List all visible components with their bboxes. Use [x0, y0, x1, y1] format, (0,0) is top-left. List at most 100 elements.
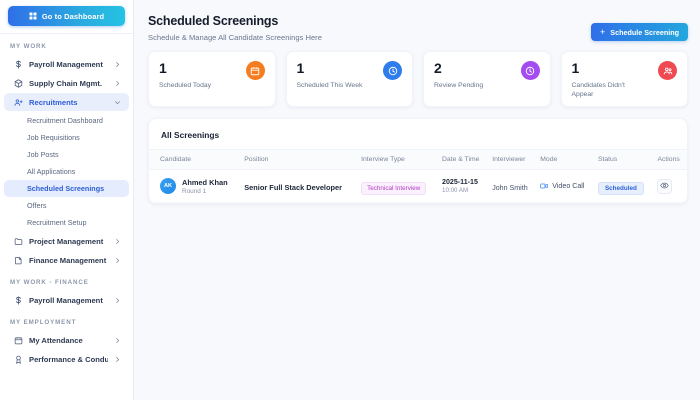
cell-mode: Video Call [536, 169, 594, 203]
screenings-table: Candidate Position Interview Type Date &… [149, 149, 687, 203]
sidebar-subitem-job-posts[interactable]: Job Posts [27, 150, 59, 159]
chevron-right-icon [116, 80, 120, 86]
page-title: Scheduled Screenings [148, 14, 279, 28]
chevron-right-icon [116, 61, 120, 67]
sidebar-section-my-employment-title: MY EMPLOYMENT [10, 319, 77, 326]
sidebar-item-performance-and-conduct[interactable]: Performance & Conduct [4, 350, 129, 368]
stat-card-candidates-didnt-appear: 1 Candidates Didn't Appear [560, 51, 688, 107]
clock-icon [520, 61, 540, 80]
stat-card-scheduled-this-week: 1 Scheduled This Week [285, 51, 413, 107]
sidebar-subitem-scheduled-screenings[interactable]: Scheduled Screenings [4, 180, 129, 197]
stat-label: Candidates Didn't Appear [571, 82, 625, 99]
schedule-screening-label: Schedule Screening [610, 27, 679, 37]
package-icon [14, 78, 23, 88]
dollar-icon [14, 59, 23, 69]
cell-interviewer: John Smith [488, 169, 537, 203]
sidebar-item-label: Finance Management [29, 255, 107, 265]
sidebar-item-payroll-management-finance[interactable]: Payroll Management [4, 291, 129, 309]
avatar: AK [160, 178, 176, 194]
interview-type-badge: Technical Interview [361, 182, 427, 195]
candidate-name: Ahmed Khan [182, 177, 228, 187]
chevron-right-icon [116, 356, 120, 362]
sidebar-item-label: Project Management [29, 236, 104, 246]
cell-status: Scheduled [593, 169, 654, 203]
award-icon [14, 355, 23, 364]
table-header-row: Candidate Position Interview Type Date &… [149, 149, 687, 170]
stat-value: 1 [159, 60, 167, 76]
stat-label: Scheduled This Week [296, 82, 363, 89]
stat-label: Scheduled Today [159, 82, 212, 89]
screening-date: 2025-11-15 [442, 178, 478, 186]
sidebar-item-label: Payroll Management [29, 295, 103, 305]
chevron-right-icon [116, 238, 120, 244]
chevron-right-icon [116, 297, 120, 303]
stat-card-review-pending: 2 Review Pending [423, 51, 551, 107]
sidebar-subitem-offers[interactable]: Offers [27, 201, 47, 210]
sidebar: Go to Dashboard MY WORK Payroll Manageme… [0, 0, 134, 400]
chevron-down-icon [115, 100, 120, 104]
sidebar-item-finance-management[interactable]: Finance Management [4, 251, 129, 269]
users-icon [658, 61, 677, 80]
sidebar-item-project-management[interactable]: Project Management [4, 232, 129, 250]
sidebar-item-supply-chain-mgmt[interactable]: Supply Chain Mgmt. [4, 74, 129, 92]
sidebar-subitem-all-applications[interactable]: All Applications [27, 167, 76, 176]
stats-cards: 1 Scheduled Today 1 Scheduled This Week [134, 42, 700, 107]
user-plus-icon [14, 98, 23, 107]
stat-value: 2 [434, 60, 442, 76]
sidebar-subitem-recruitment-dashboard[interactable]: Recruitment Dashboard [27, 116, 103, 125]
schedule-screening-button[interactable]: + Schedule Screening [591, 23, 688, 41]
column-header-interview-type: Interview Type [357, 149, 439, 170]
cell-position: Senior Full Stack Developer [240, 169, 358, 203]
sidebar-item-label: Performance & Conduct [29, 354, 108, 364]
table-row[interactable]: AK Ahmed Khan Round 1 Senior Full Stack … [149, 169, 687, 203]
sidebar-subitem-recruitment-setup[interactable]: Recruitment Setup [27, 218, 87, 227]
calendar-icon [14, 336, 23, 345]
mode-label: Video Call [552, 182, 585, 190]
column-header-date-time: Date & Time [438, 149, 489, 170]
cell-candidate: AK Ahmed Khan Round 1 [149, 169, 241, 203]
sidebar-subitem-job-requisitions[interactable]: Job Requisitions [27, 133, 80, 142]
eye-icon [660, 177, 670, 195]
all-screenings-panel: All Screenings Candidate Position Interv… [148, 118, 688, 204]
go-to-dashboard-button[interactable]: Go to Dashboard [8, 6, 125, 26]
column-header-interviewer: Interviewer [488, 149, 537, 170]
page-header-text: Scheduled Screenings Schedule & Manage A… [148, 14, 591, 42]
candidate-round: Round 1 [182, 187, 207, 195]
column-header-status: Status [593, 149, 654, 170]
main-content: Scheduled Screenings Schedule & Manage A… [134, 0, 700, 400]
go-to-dashboard-label: Go to Dashboard [41, 11, 105, 21]
column-header-candidate: Candidate [149, 149, 241, 170]
sidebar-divider [0, 33, 133, 34]
position-text: Senior Full Stack Developer [244, 183, 343, 192]
sidebar-section-my-work-finance-title: MY WORK - FINANCE [10, 279, 89, 286]
column-header-actions: Actions [653, 149, 687, 170]
cell-date-time: 2025-11-15 10:00 AM [438, 169, 489, 203]
dollar-icon [14, 295, 23, 305]
chevron-right-icon [116, 257, 120, 263]
status-badge: Scheduled [597, 182, 644, 195]
screening-time: 10:00 AM [442, 187, 469, 194]
view-screening-button[interactable] [657, 177, 673, 195]
stat-value: 1 [296, 60, 305, 76]
clock-icon [383, 61, 402, 80]
calendar-icon [245, 61, 265, 80]
sidebar-item-label: My Attendance [29, 335, 83, 345]
sidebar-item-label: Supply Chain Mgmt. [29, 78, 102, 88]
sidebar-section-my-work-title: MY WORK [10, 43, 47, 50]
cell-interview-type: Technical Interview [357, 169, 439, 203]
stat-value: 1 [571, 60, 580, 76]
sidebar-item-payroll-management[interactable]: Payroll Management [4, 55, 129, 73]
cell-actions [653, 169, 687, 203]
folder-icon [14, 237, 23, 246]
sidebar-item-recruitments[interactable]: Recruitments [4, 93, 129, 111]
page-header: Scheduled Screenings Schedule & Manage A… [134, 0, 700, 42]
grid-icon [29, 12, 37, 20]
file-icon [14, 256, 23, 265]
chevron-right-icon [116, 337, 120, 343]
column-header-mode: Mode [536, 149, 594, 170]
sidebar-item-my-attendance[interactable]: My Attendance [4, 331, 129, 349]
sidebar-item-label: Recruitments [29, 97, 78, 107]
stat-label: Review Pending [434, 82, 484, 89]
sidebar-item-label: Payroll Management [29, 59, 103, 69]
